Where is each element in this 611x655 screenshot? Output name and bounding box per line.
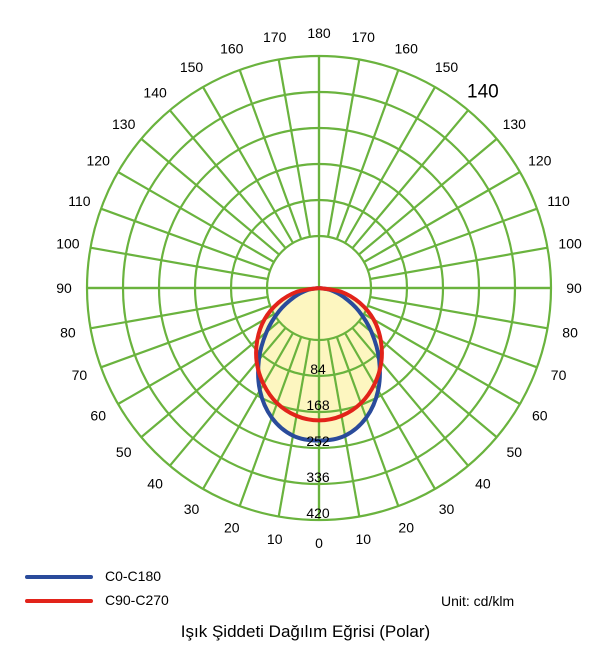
angle-label-left-110: 110 (68, 193, 91, 209)
radial-tick-labels: 84 168 252 336 420 (306, 361, 330, 521)
legend-swatch-c0-c180 (25, 575, 93, 579)
series-line-c0-c180 (256, 286, 382, 443)
grid-spoke-320 (169, 327, 287, 467)
grid-spoke-140 (351, 109, 469, 249)
angle-label-left-30: 30 (184, 501, 200, 517)
angle-label-right-90: 90 (566, 280, 582, 296)
grid-spoke-70 (367, 304, 538, 369)
legend-label-c90-c270: C90-C270 (105, 592, 169, 608)
grid-spoke-150 (344, 86, 436, 244)
angle-label-right-120: 120 (528, 153, 552, 169)
angle-label-right-60: 60 (532, 408, 548, 424)
grid-spoke-170 (326, 59, 361, 237)
angle-label-left-160: 160 (220, 40, 244, 56)
radial-tick-label-252: 252 (306, 433, 330, 449)
angle-label-left-90: 90 (56, 280, 72, 296)
angle-label-left-170: 170 (263, 29, 287, 45)
grid-spoke-330 (202, 332, 294, 490)
angle-label-right-110: 110 (547, 193, 570, 209)
angle-label-left-180: 180 (307, 25, 331, 41)
grid-spoke-160 (335, 69, 400, 240)
grid-spoke-110 (367, 207, 538, 272)
series-line-c90-c270 (254, 286, 384, 423)
angle-label-left-80: 80 (60, 324, 76, 340)
grid-spoke-60 (363, 313, 521, 405)
angle-label-right-70: 70 (551, 367, 567, 383)
angle-label-right-40: 40 (475, 475, 491, 491)
grid-spoke-290 (100, 304, 271, 369)
angle-label-right-160: 160 (395, 40, 419, 56)
grid-spoke-80 (370, 295, 548, 330)
angle-label-left-130: 130 (112, 116, 136, 132)
angle-label-left-70: 70 (72, 367, 88, 383)
grid-spoke-350 (277, 339, 312, 517)
angle-label-left-10: 10 (267, 531, 283, 547)
angle-label-right-10: 10 (356, 531, 372, 547)
grid-spoke-190 (277, 59, 312, 237)
angle-label-left-140: 140 (143, 85, 167, 101)
angle-label-left-100: 100 (56, 236, 80, 252)
grid-spoke-30 (344, 332, 436, 490)
grid-spoke-250 (100, 207, 271, 272)
grid-spoke-300 (117, 313, 275, 405)
unit-label: Unit: cd/klm (441, 593, 515, 609)
angle-tick-labels: 0102030405060708090100110120130140150160… (56, 25, 582, 551)
angle-label-left-50: 50 (116, 444, 132, 460)
chart-title: Işık Şiddeti Dağılım Eğrisi (Polar) (180, 622, 431, 641)
angle-label-right-170: 170 (352, 29, 376, 45)
radial-tick-label-168: 168 (306, 397, 330, 413)
grid-spoke-340 (238, 336, 303, 507)
polar-grid (85, 54, 553, 522)
grid-spoke-280 (90, 295, 268, 330)
grid-spoke-10 (326, 339, 361, 517)
grid-spoke-20 (335, 336, 400, 507)
angle-label-left-60: 60 (90, 408, 106, 424)
angle-label-left-120: 120 (87, 153, 111, 169)
radial-tick-label-420: 420 (306, 505, 330, 521)
angle-label-left-40: 40 (147, 475, 163, 491)
angle-label-left-150: 150 (180, 59, 204, 75)
series-curves (254, 286, 384, 443)
grid-spoke-200 (238, 69, 303, 240)
radial-tick-label-336: 336 (306, 469, 330, 485)
angle-label-left-20: 20 (224, 520, 240, 536)
legend-label-c0-c180: C0-C180 (105, 568, 162, 584)
angle-label-right-20: 20 (398, 520, 414, 536)
angle-label-right-150: 150 (435, 59, 459, 75)
radial-tick-label-84: 84 (310, 361, 326, 377)
grid-spoke-260 (90, 246, 268, 281)
angle-label-right-50: 50 (507, 444, 523, 460)
legend-swatch-c90-c270 (25, 599, 93, 603)
angle-label-left-0: 0 (315, 535, 323, 551)
grid-spoke-220 (169, 109, 287, 249)
angle-label-right-140: 140 (467, 82, 499, 103)
grid-spoke-210 (202, 86, 294, 244)
grid-spoke-100 (370, 246, 548, 281)
angle-label-right-100: 100 (558, 236, 582, 252)
grid-spoke-130 (358, 138, 498, 256)
grid-spoke-40 (351, 327, 469, 467)
grid-spoke-230 (140, 138, 280, 256)
angle-label-right-130: 130 (503, 116, 527, 132)
grid-spoke-240 (117, 171, 275, 263)
grid-spoke-120 (363, 171, 521, 263)
angle-label-right-30: 30 (439, 501, 455, 517)
angle-label-right-80: 80 (562, 324, 578, 340)
